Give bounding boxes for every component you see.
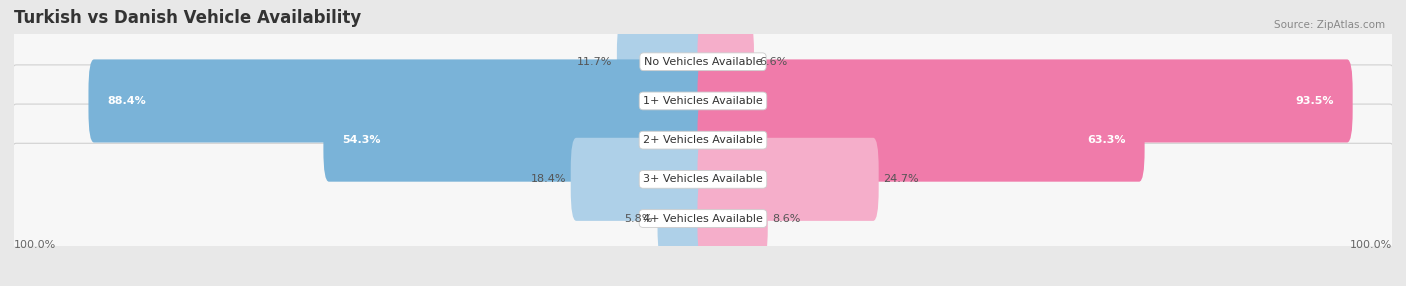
Text: 6.6%: 6.6% <box>759 57 787 67</box>
FancyBboxPatch shape <box>658 177 709 260</box>
FancyBboxPatch shape <box>6 65 1400 215</box>
Text: Source: ZipAtlas.com: Source: ZipAtlas.com <box>1274 20 1385 30</box>
FancyBboxPatch shape <box>571 138 709 221</box>
FancyBboxPatch shape <box>697 138 879 221</box>
Text: Turkish vs Danish Vehicle Availability: Turkish vs Danish Vehicle Availability <box>14 9 361 27</box>
FancyBboxPatch shape <box>6 0 1400 137</box>
Text: 2+ Vehicles Available: 2+ Vehicles Available <box>643 135 763 145</box>
Text: 24.7%: 24.7% <box>883 174 920 184</box>
Text: No Vehicles Available: No Vehicles Available <box>644 57 762 67</box>
Text: 18.4%: 18.4% <box>530 174 565 184</box>
FancyBboxPatch shape <box>89 59 709 142</box>
FancyBboxPatch shape <box>617 20 709 103</box>
Text: 11.7%: 11.7% <box>576 57 612 67</box>
FancyBboxPatch shape <box>323 99 709 182</box>
FancyBboxPatch shape <box>6 143 1400 286</box>
Text: 100.0%: 100.0% <box>14 240 56 250</box>
Text: 8.6%: 8.6% <box>772 214 801 224</box>
Text: 54.3%: 54.3% <box>343 135 381 145</box>
FancyBboxPatch shape <box>697 20 754 103</box>
Text: 88.4%: 88.4% <box>108 96 146 106</box>
FancyBboxPatch shape <box>697 99 1144 182</box>
Text: 100.0%: 100.0% <box>1350 240 1392 250</box>
FancyBboxPatch shape <box>697 177 768 260</box>
Text: 4+ Vehicles Available: 4+ Vehicles Available <box>643 214 763 224</box>
Text: 63.3%: 63.3% <box>1087 135 1125 145</box>
Text: 5.8%: 5.8% <box>624 214 652 224</box>
Text: 93.5%: 93.5% <box>1295 96 1333 106</box>
Text: 1+ Vehicles Available: 1+ Vehicles Available <box>643 96 763 106</box>
FancyBboxPatch shape <box>6 26 1400 176</box>
FancyBboxPatch shape <box>6 104 1400 255</box>
Text: 3+ Vehicles Available: 3+ Vehicles Available <box>643 174 763 184</box>
FancyBboxPatch shape <box>697 59 1353 142</box>
